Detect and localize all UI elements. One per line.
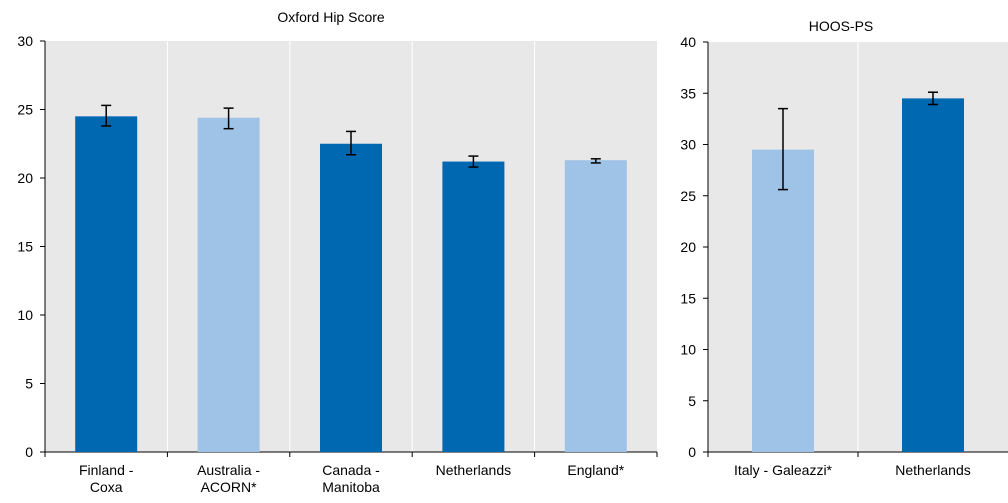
hoos-y-tick-label: 0 bbox=[688, 444, 696, 460]
oxford-y-tick-label: 10 bbox=[17, 307, 33, 323]
oxford-bar bbox=[197, 117, 260, 452]
oxford-bar bbox=[442, 161, 505, 452]
oxford-bar bbox=[320, 143, 382, 452]
hoos-y-tick-label: 15 bbox=[680, 290, 696, 306]
oxford-category-label: Australia - bbox=[197, 462, 260, 478]
oxford-category-label: ACORN* bbox=[201, 479, 258, 495]
hoos-y-tick-label: 10 bbox=[680, 342, 696, 358]
chart-title-oxford: Oxford Hip Score bbox=[277, 9, 385, 25]
oxford-y-tick-label: 15 bbox=[17, 239, 33, 255]
oxford-category-label: Canada - bbox=[322, 462, 380, 478]
oxford-y-tick-label: 20 bbox=[17, 170, 33, 186]
oxford-category-label: Coxa bbox=[90, 479, 123, 495]
hoos-y-tick-label: 5 bbox=[688, 393, 696, 409]
hoos-y-tick-label: 20 bbox=[680, 239, 696, 255]
hoos-y-tick-label: 25 bbox=[680, 188, 696, 204]
hoos-y-tick-label: 40 bbox=[680, 34, 696, 50]
hoos-category-label: Netherlands bbox=[895, 462, 971, 478]
oxford-bar bbox=[75, 116, 138, 452]
hoos-y-tick-label: 30 bbox=[680, 137, 696, 153]
oxford-y-tick-label: 30 bbox=[17, 33, 33, 49]
oxford-bar bbox=[564, 160, 627, 452]
oxford-category-label: Finland - bbox=[79, 462, 134, 478]
hoos-y-tick-label: 35 bbox=[680, 85, 696, 101]
oxford-y-tick-label: 5 bbox=[25, 376, 33, 392]
oxford-category-label: Manitoba bbox=[322, 479, 380, 495]
hoos-category-label: Italy - Galeazzi* bbox=[734, 462, 833, 478]
oxford-y-tick-label: 25 bbox=[17, 102, 33, 118]
hoos-bar bbox=[752, 149, 814, 452]
chart-title-hoos: HOOS-PS bbox=[809, 18, 874, 34]
oxford-category-label: Netherlands bbox=[436, 462, 512, 478]
oxford-y-tick-label: 0 bbox=[25, 444, 33, 460]
oxford-category-label: England* bbox=[567, 462, 624, 478]
hoos-bar bbox=[902, 98, 964, 452]
